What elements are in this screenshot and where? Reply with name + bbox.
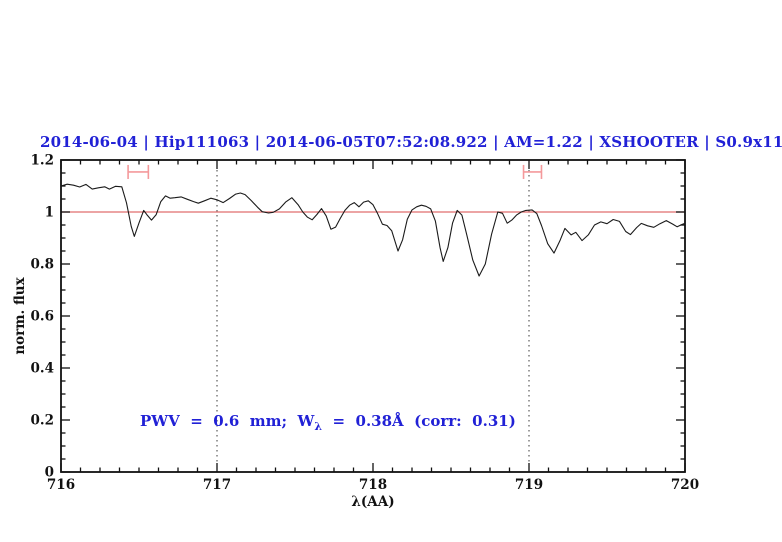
y-tick-label: 1 bbox=[45, 205, 54, 221]
annotation-lambda-subscript: λ bbox=[314, 420, 323, 433]
y-tick-label: 0.6 bbox=[31, 309, 55, 325]
pwv-annotation: PWV = 0.6 mm; Wλ = 0.38Å (corr: 0.31) bbox=[140, 412, 516, 433]
plot-frame bbox=[60, 159, 686, 473]
y-tick-label: 0.2 bbox=[31, 413, 55, 429]
x-tick-label: 719 bbox=[515, 477, 543, 493]
annotation-post: = 0.38Å (corr: 0.31) bbox=[322, 412, 516, 430]
y-tick-label: 0 bbox=[45, 465, 54, 481]
x-axis-label: λ(AA) bbox=[351, 494, 395, 510]
spectrum-line bbox=[60, 183, 686, 277]
y-tick-label: 0.8 bbox=[31, 257, 55, 273]
x-tick-label: 717 bbox=[203, 477, 231, 493]
x-tick-label: 718 bbox=[359, 477, 387, 493]
annotation-pre: PWV = 0.6 mm; W bbox=[140, 412, 315, 430]
x-tick-label: 716 bbox=[47, 477, 75, 493]
y-tick-label: 0.4 bbox=[31, 361, 55, 377]
y-tick-label: 1.2 bbox=[31, 153, 55, 169]
x-tick-label: 720 bbox=[671, 477, 699, 493]
